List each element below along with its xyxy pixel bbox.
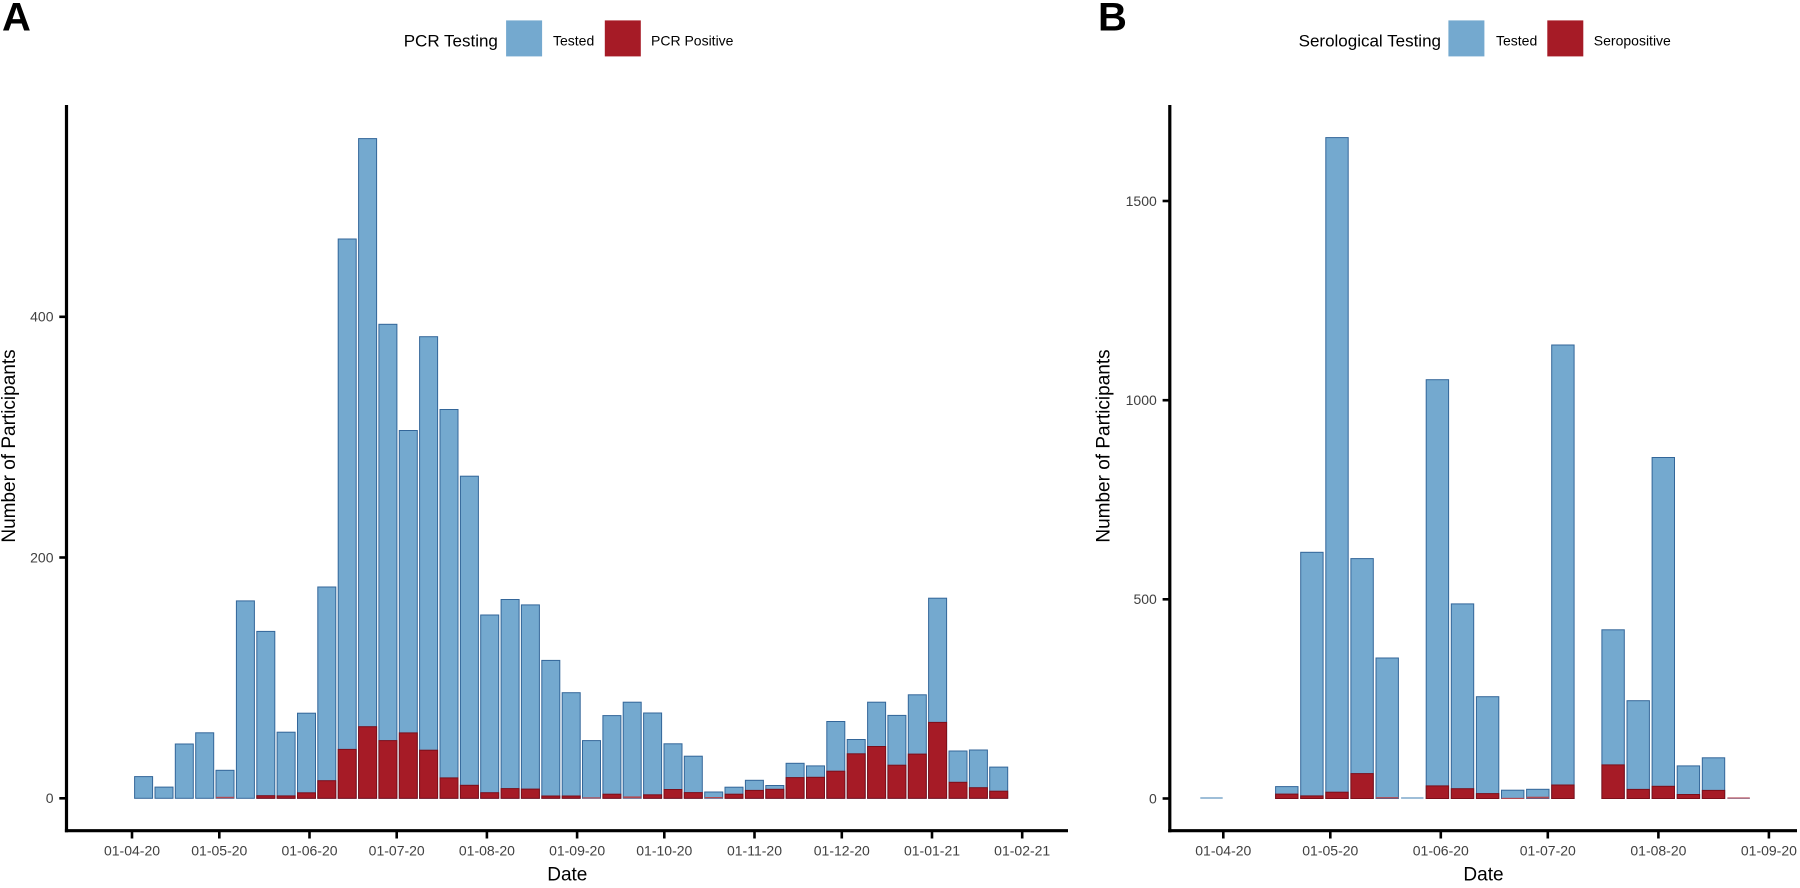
svg-text:200: 200 (30, 549, 54, 565)
svg-text:01-12-20: 01-12-20 (814, 843, 870, 859)
svg-text:01-01-21: 01-01-21 (904, 843, 960, 859)
svg-text:B: B (1098, 0, 1127, 40)
svg-text:1500: 1500 (1126, 193, 1157, 209)
svg-text:Date: Date (547, 864, 587, 883)
svg-text:01-10-20: 01-10-20 (636, 843, 692, 859)
svg-text:Serological Testing: Serological Testing (1299, 32, 1441, 51)
svg-text:Number of Participants: Number of Participants (0, 349, 20, 542)
svg-text:Seropositive: Seropositive (1594, 32, 1671, 48)
svg-text:01-08-20: 01-08-20 (1630, 843, 1686, 859)
svg-text:01-09-20: 01-09-20 (549, 843, 605, 859)
svg-text:A: A (2, 0, 31, 40)
svg-text:Number of Participants: Number of Participants (1094, 349, 1115, 542)
svg-text:01-07-20: 01-07-20 (1520, 843, 1576, 859)
svg-text:01-02-21: 01-02-21 (994, 843, 1050, 859)
svg-text:01-04-20: 01-04-20 (1195, 843, 1251, 859)
svg-text:Date: Date (1463, 864, 1503, 883)
svg-text:01-05-20: 01-05-20 (191, 843, 247, 859)
svg-text:400: 400 (30, 309, 54, 325)
svg-text:01-11-20: 01-11-20 (727, 843, 782, 859)
svg-text:0: 0 (1149, 790, 1157, 806)
svg-text:0: 0 (46, 790, 54, 806)
svg-text:01-06-20: 01-06-20 (1413, 843, 1469, 859)
svg-text:01-07-20: 01-07-20 (369, 843, 425, 859)
svg-text:1000: 1000 (1126, 392, 1157, 408)
svg-text:01-04-20: 01-04-20 (104, 843, 160, 859)
svg-text:PCR Testing: PCR Testing (404, 32, 498, 51)
svg-text:01-09-20: 01-09-20 (1741, 843, 1797, 859)
svg-text:01-08-20: 01-08-20 (459, 843, 515, 859)
svg-text:Tested: Tested (553, 32, 594, 48)
svg-text:500: 500 (1133, 591, 1157, 607)
svg-text:PCR Positive: PCR Positive (651, 32, 734, 48)
svg-text:01-06-20: 01-06-20 (281, 843, 337, 859)
svg-text:Tested: Tested (1496, 32, 1537, 48)
svg-text:01-05-20: 01-05-20 (1302, 843, 1358, 859)
